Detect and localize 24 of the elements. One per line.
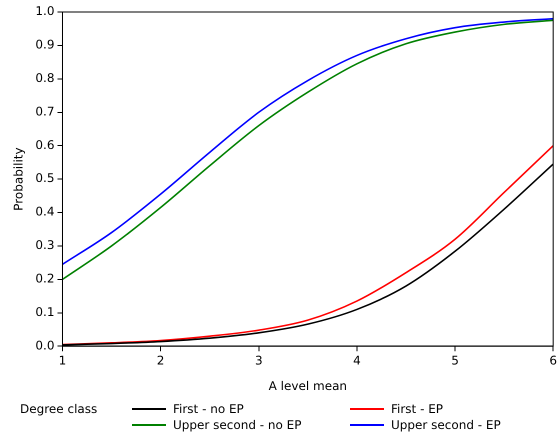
y-tick-label: 0.3 <box>35 238 54 252</box>
x-tick-label: 2 <box>156 354 164 368</box>
legend-label: Upper second - EP <box>391 418 501 432</box>
y-tick-label: 0.0 <box>35 338 54 352</box>
legend-label: First - EP <box>391 402 444 416</box>
x-tick-label: 3 <box>254 354 263 368</box>
legend-title: Degree class <box>20 402 98 416</box>
y-tick-label: 1.0 <box>35 4 54 18</box>
y-axis-title: Probability <box>11 147 26 211</box>
x-tick-label: 4 <box>353 354 361 368</box>
legend-label: Upper second - no EP <box>173 418 302 432</box>
x-tick-label: 5 <box>451 354 459 368</box>
y-tick-label: 0.4 <box>35 204 54 219</box>
y-tick-label: 0.7 <box>35 104 54 118</box>
x-tick-label: 6 <box>549 354 558 368</box>
y-tick-label: 0.8 <box>35 70 54 85</box>
x-axis-title: A level mean <box>268 378 348 393</box>
y-tick-label: 0.5 <box>35 171 54 186</box>
y-tick-label: 0.1 <box>35 304 54 319</box>
legend-label: First - no EP <box>173 402 244 416</box>
y-tick-label: 0.6 <box>35 138 54 152</box>
y-tick-label: 0.2 <box>35 271 54 286</box>
x-tick-label: 1 <box>58 354 66 368</box>
y-tick-label: 0.9 <box>35 38 54 52</box>
